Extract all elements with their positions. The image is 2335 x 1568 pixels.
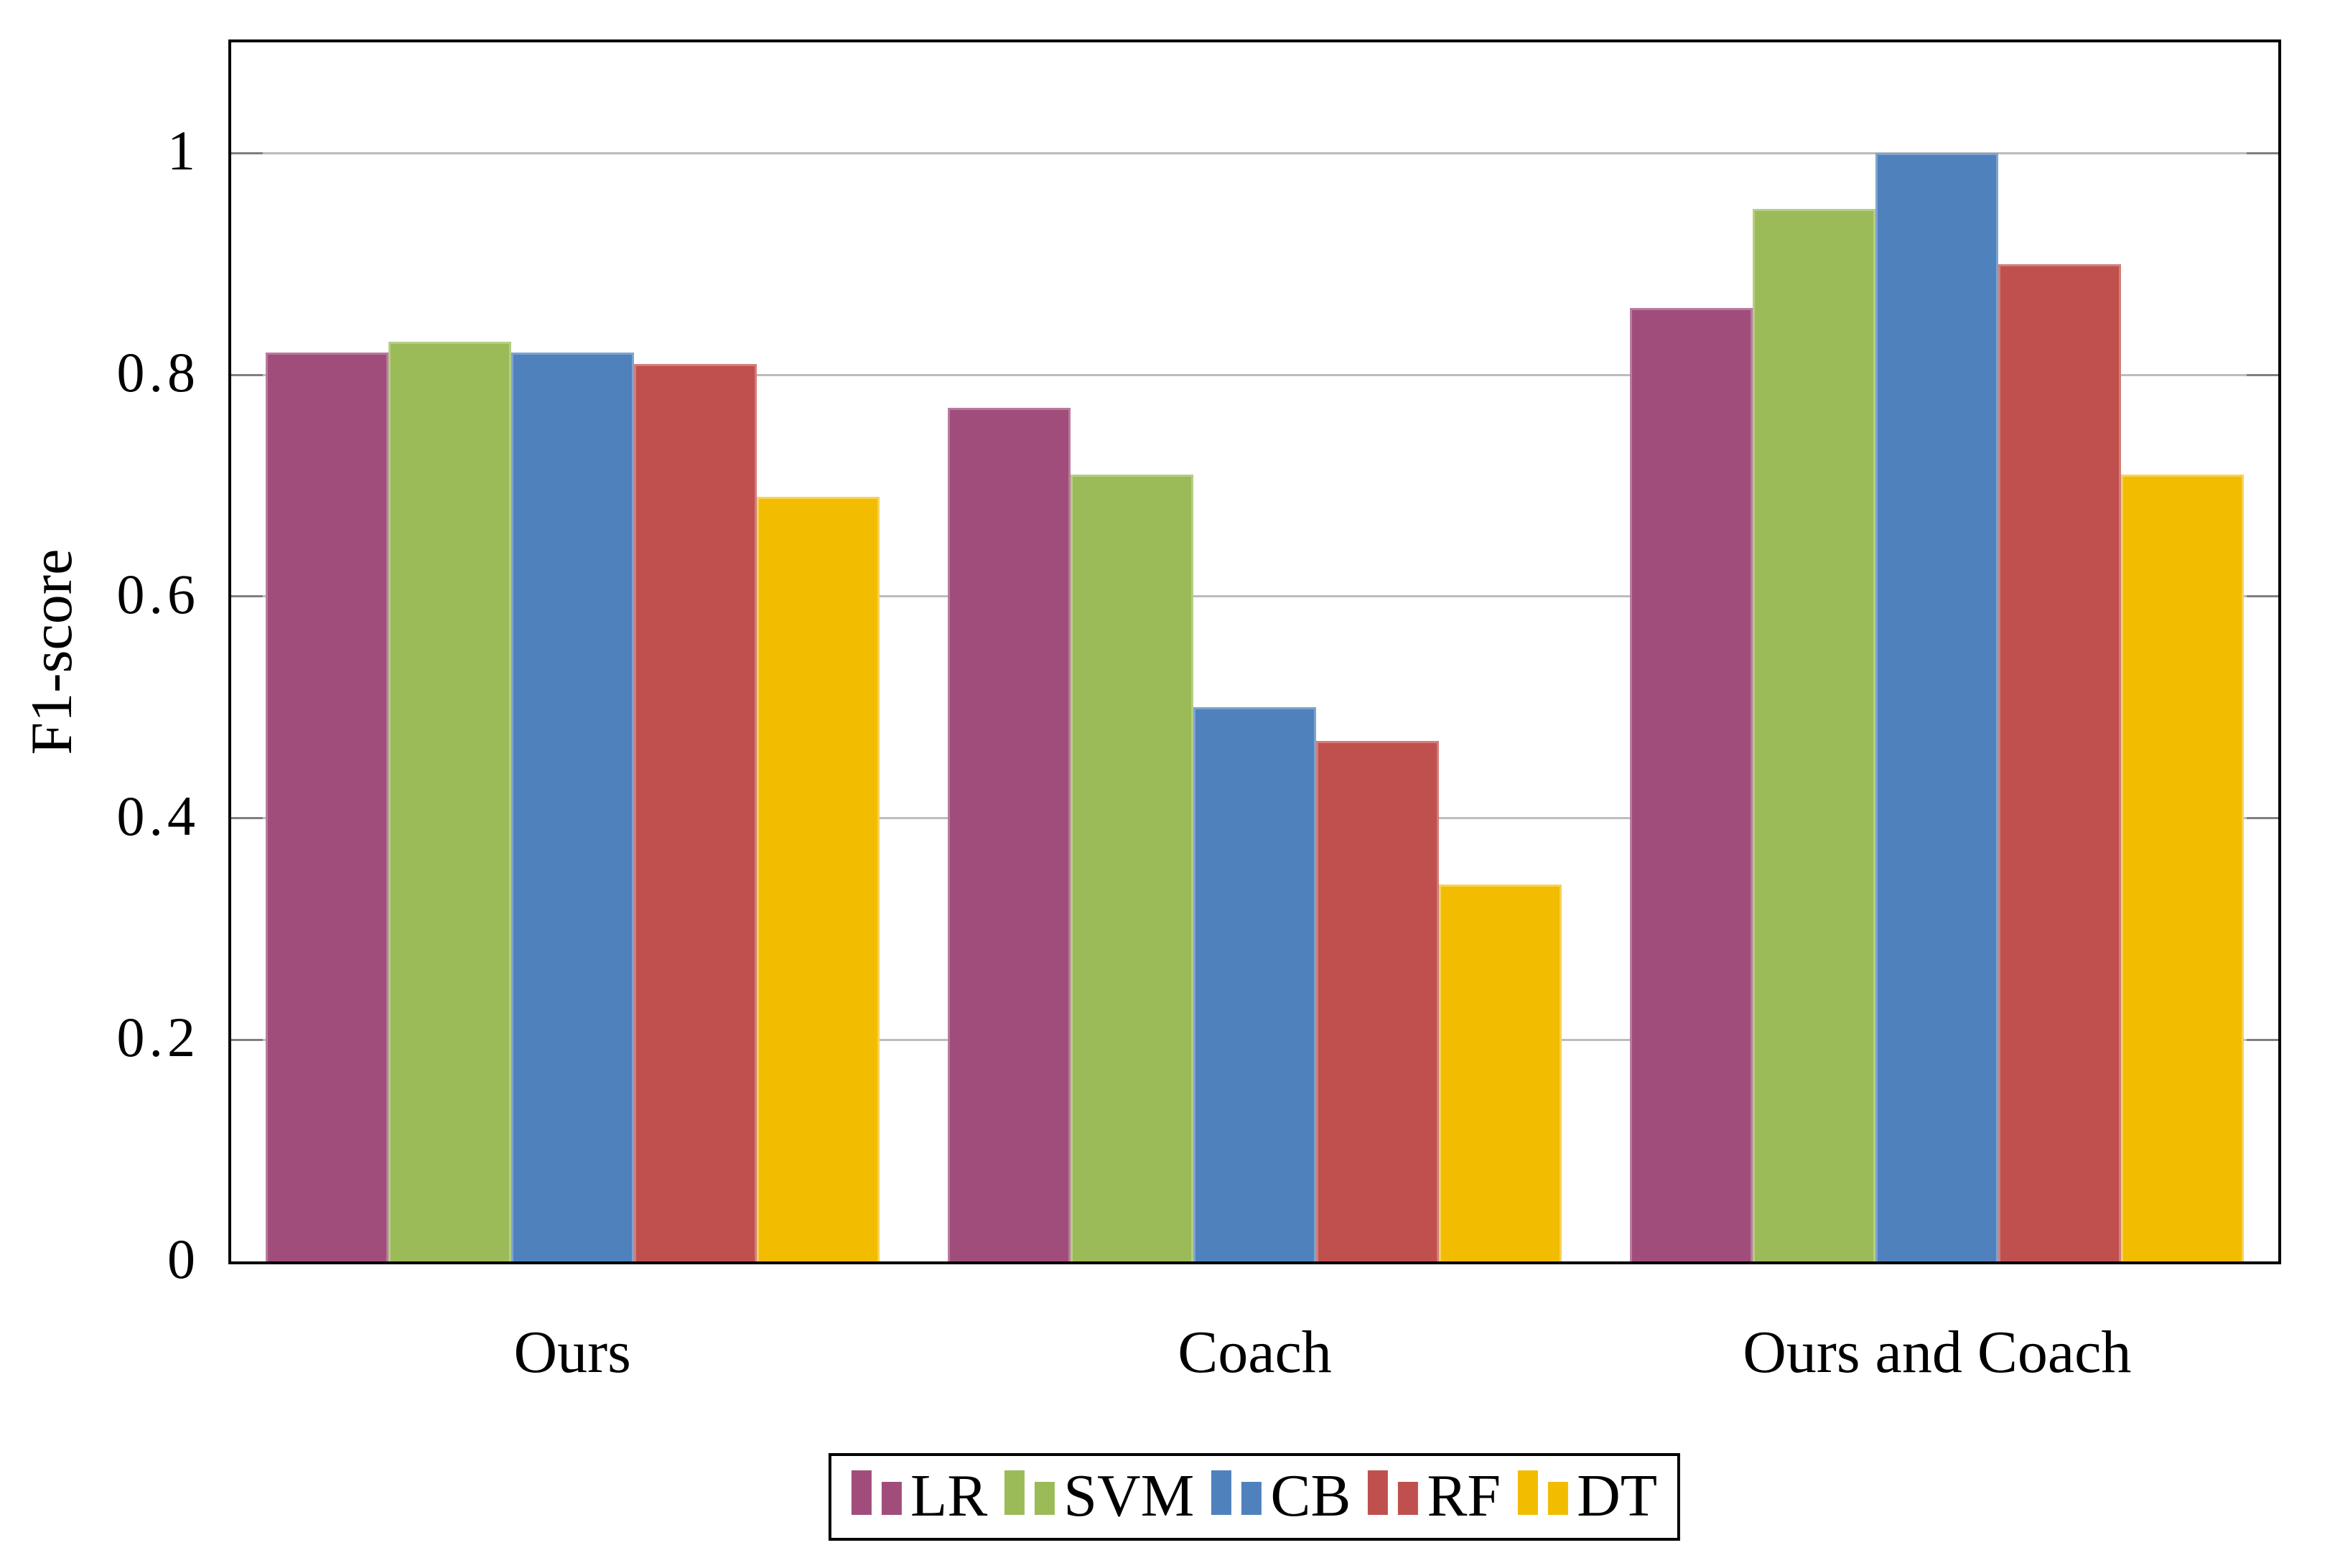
y-tick-right-0.6 — [2247, 595, 2278, 598]
bar-SVM-coach — [1071, 475, 1193, 1261]
y-tick-label-0.8: 0.8 — [116, 340, 200, 403]
legend-short-bar-DT — [1548, 1482, 1569, 1515]
legend-tall-bar-RF — [1368, 1470, 1389, 1515]
y-tick-right-1 — [2247, 151, 2278, 154]
bar-LR-ours-and-coach — [1630, 308, 1753, 1261]
legend-entry-DT: DT — [1518, 1456, 1657, 1538]
bar-CB-coach — [1193, 707, 1316, 1261]
y-tick-label-0.2: 0.2 — [116, 1006, 200, 1069]
legend-short-bar-SVM — [1035, 1482, 1055, 1515]
x-category-label-ours-and-coach: Ours and Coach — [1743, 1319, 2132, 1386]
x-category-label-coach: Coach — [1178, 1319, 1332, 1386]
y-tick-label-0.6: 0.6 — [116, 562, 200, 625]
bar-DT-coach — [1439, 885, 1562, 1261]
bar-LR-coach — [948, 408, 1071, 1261]
y-tick-label-0.4: 0.4 — [116, 784, 200, 847]
bar-CB-ours-and-coach — [1875, 153, 1999, 1261]
legend-bars-icon-SVM — [1005, 1470, 1055, 1515]
bar-group-ours-and-coach — [1630, 153, 2245, 1261]
gridline-y-0.8 — [231, 373, 2278, 376]
y-tick-right-0.8 — [2247, 373, 2278, 376]
y-tick-label-0: 0 — [167, 1227, 200, 1290]
y-tick-left-0.8 — [231, 373, 263, 376]
legend-entry-CB: CB — [1211, 1456, 1351, 1538]
legend-entry-LR: LR — [851, 1456, 988, 1538]
x-category-label-ours: Ours — [513, 1319, 631, 1386]
bar-DT-ours — [756, 496, 880, 1261]
legend-entry-SVM: SVM — [1005, 1456, 1194, 1538]
legend-short-bar-RF — [1398, 1482, 1419, 1515]
y-tick-right-0.2 — [2247, 1038, 2278, 1041]
gridline-y-1 — [231, 151, 2278, 154]
legend-bars-icon-CB — [1211, 1470, 1262, 1515]
bar-LR-ours — [265, 353, 388, 1261]
legend-bars-icon-RF — [1368, 1470, 1419, 1515]
y-axis-title: F1-score — [19, 549, 84, 755]
legend-label-RF: RF — [1427, 1462, 1501, 1529]
bar-CB-ours — [511, 353, 634, 1261]
legend-tall-bar-LR — [851, 1470, 872, 1515]
y-tick-left-1 — [231, 151, 263, 154]
legend-label-SVM: SVM — [1063, 1462, 1195, 1529]
y-tick-right-0.4 — [2247, 817, 2278, 820]
legend-tall-bar-DT — [1518, 1470, 1539, 1515]
y-tick-left-0.2 — [231, 1038, 263, 1041]
gridline-y-0.6 — [231, 595, 2278, 598]
bar-group-ours — [265, 341, 880, 1261]
legend-label-CB: CB — [1270, 1462, 1351, 1529]
legend-short-bar-CB — [1241, 1482, 1262, 1515]
bar-SVM-ours — [388, 341, 511, 1261]
bar-RF-ours — [633, 363, 757, 1261]
legend-label-DT: DT — [1577, 1462, 1658, 1529]
plot-area — [228, 39, 2281, 1264]
bar-RF-ours-and-coach — [1998, 263, 2122, 1261]
y-tick-left-0.4 — [231, 817, 263, 820]
y-tick-left-0.6 — [231, 595, 263, 598]
legend-short-bar-LR — [881, 1482, 902, 1515]
legend: LR SVM CB RF DT — [828, 1453, 1681, 1541]
bar-SVM-ours-and-coach — [1753, 208, 1876, 1261]
y-tick-label-1: 1 — [167, 119, 200, 182]
bar-group-coach — [948, 408, 1562, 1261]
legend-label-LR: LR — [910, 1462, 988, 1529]
bar-DT-ours-and-coach — [2121, 475, 2245, 1261]
legend-tall-bar-CB — [1211, 1470, 1232, 1515]
legend-bars-icon-DT — [1518, 1470, 1569, 1515]
legend-bars-icon-LR — [851, 1470, 902, 1515]
bar-RF-coach — [1316, 740, 1439, 1261]
legend-tall-bar-SVM — [1005, 1470, 1025, 1515]
legend-entry-RF: RF — [1368, 1456, 1501, 1538]
